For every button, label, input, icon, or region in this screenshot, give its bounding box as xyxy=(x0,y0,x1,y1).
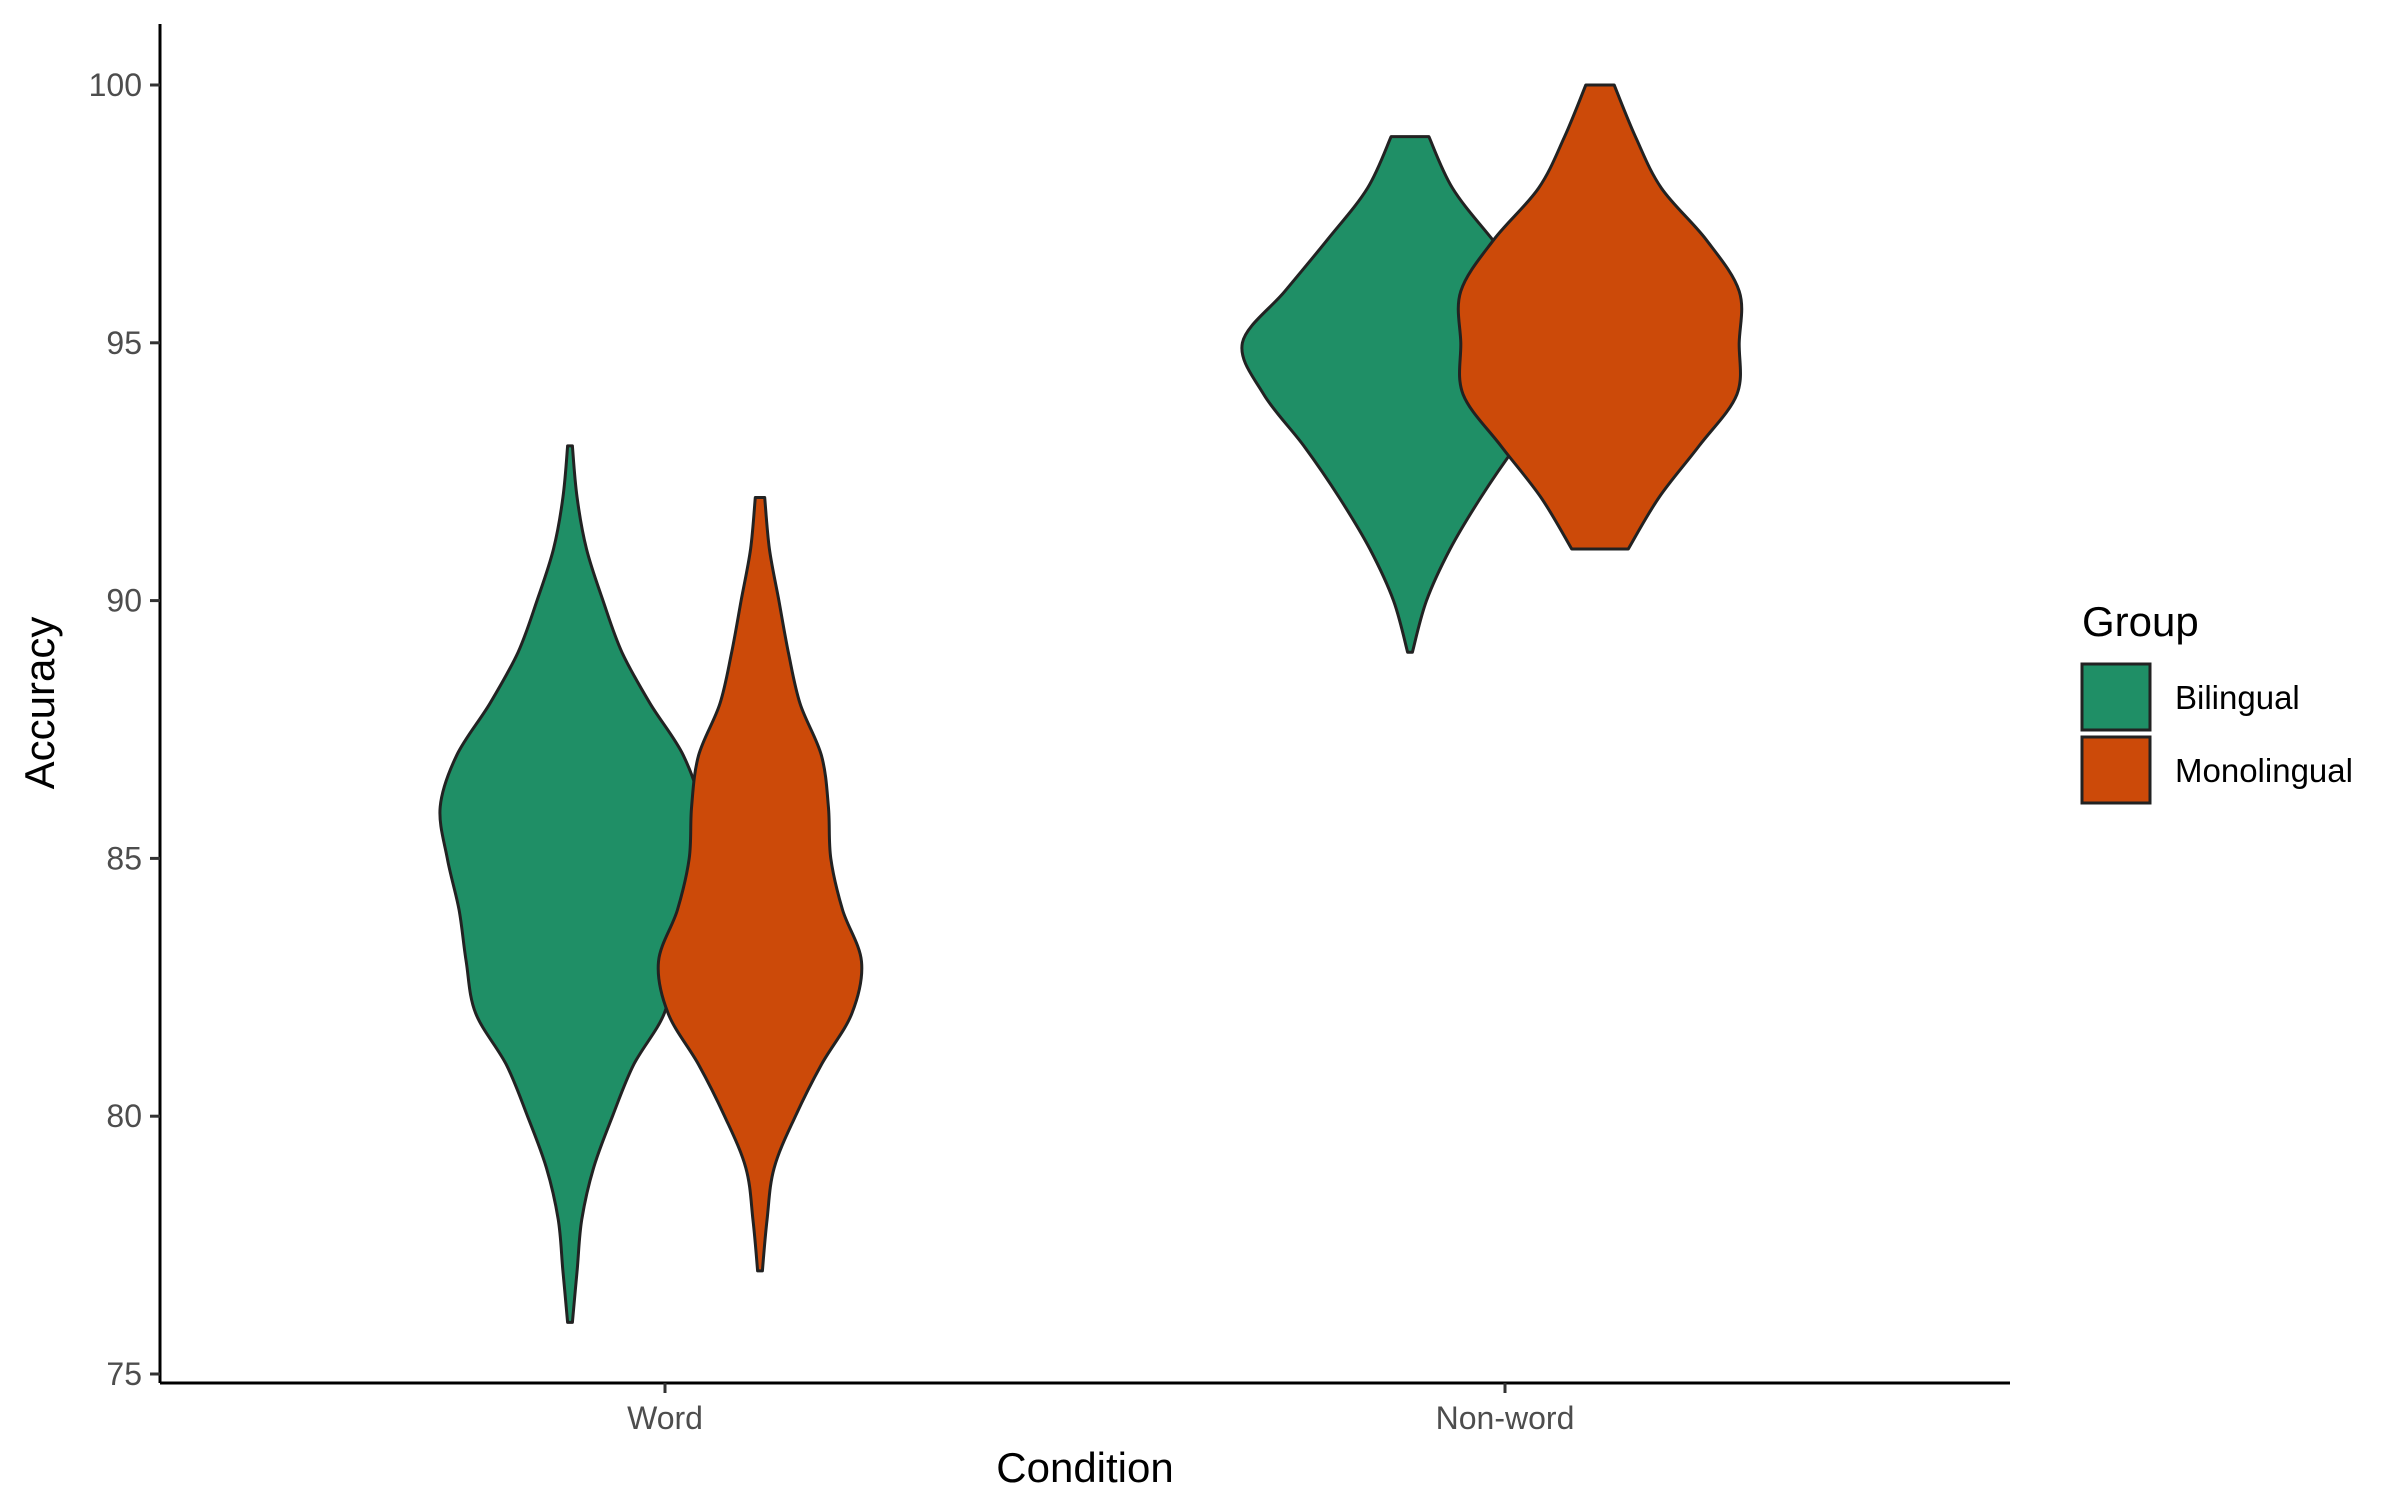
violin-bilingual-word xyxy=(438,444,702,1324)
x-ticks: Word Non-word xyxy=(627,1383,1574,1436)
violin-monolingual-non-word xyxy=(1456,83,1744,551)
legend: Group Bilingual Monolingual xyxy=(2080,598,2353,805)
legend-label-bilingual: Bilingual xyxy=(2175,679,2300,716)
legend-label-monolingual: Monolingual xyxy=(2175,752,2353,789)
violin-monolingual-word xyxy=(656,496,864,1273)
y-axis-title: Accuracy xyxy=(16,617,63,790)
y-tick-label: 95 xyxy=(106,325,142,361)
y-tick-label: 75 xyxy=(106,1356,142,1392)
y-ticks: 75 80 85 90 95 100 xyxy=(89,67,160,1392)
legend-swatch-monolingual xyxy=(2080,735,2152,805)
y-tick-label: 85 xyxy=(106,840,142,876)
y-tick-label: 90 xyxy=(106,583,142,619)
legend-swatch-bilingual xyxy=(2080,662,2152,732)
x-tick-label: Word xyxy=(627,1400,703,1436)
violins-layer xyxy=(438,83,1744,1324)
axes xyxy=(158,24,2010,1385)
legend-title: Group xyxy=(2082,598,2199,645)
y-tick-label: 100 xyxy=(89,67,142,103)
y-tick-label: 80 xyxy=(106,1098,142,1134)
x-tick-label: Non-word xyxy=(1436,1400,1575,1436)
x-axis-title: Condition xyxy=(996,1444,1173,1491)
